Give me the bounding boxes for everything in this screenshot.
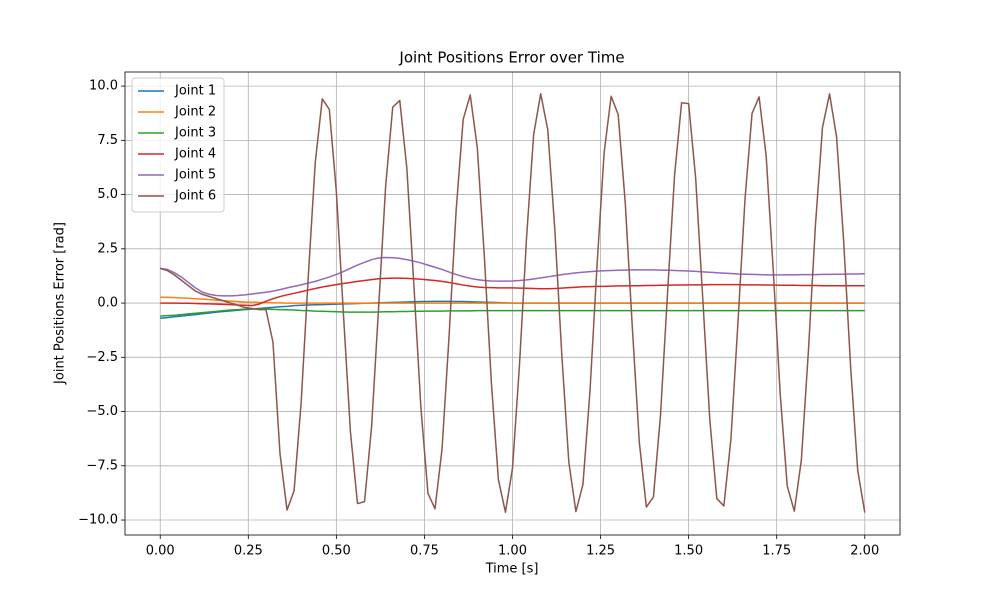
legend-label: Joint 4 (174, 147, 216, 162)
x-axis-label: Time [s] (485, 562, 539, 577)
x-tick-label: 1.00 (498, 544, 527, 559)
legend: Joint 1 Joint 2 Joint 3 Joint 4 Joint 5 Joint… (131, 77, 225, 213)
x-tick-label: 1.50 (674, 544, 703, 559)
y-tick-label: −7.5 (86, 458, 118, 473)
y-tick-label: −2.5 (86, 350, 118, 365)
x-tick-label: 0.00 (146, 544, 175, 559)
y-tick-label: 0.0 (97, 296, 118, 311)
legend-label: Joint 2 (174, 105, 216, 120)
chart-title: Joint Positions Error over Time (398, 49, 624, 67)
series-line (160, 296, 865, 304)
x-tick-label: 1.25 (586, 544, 615, 559)
x-tick-label: 1.75 (762, 544, 791, 559)
y-tick-label: 10.0 (89, 79, 118, 94)
legend-label: Joint 3 (174, 126, 216, 141)
series-line (160, 256, 865, 297)
series-line (160, 92, 866, 513)
x-tick-label: 2.00 (850, 544, 879, 559)
y-axis-label: Joint Positions Error [rad] (53, 222, 68, 385)
x-tick-label: 0.25 (234, 544, 263, 559)
y-tick-label: 7.5 (97, 133, 118, 148)
x-tick-label: 0.50 (322, 544, 351, 559)
series-line (160, 308, 865, 317)
series-line (160, 277, 865, 307)
x-tick-label: 0.75 (410, 544, 439, 559)
legend-label: Joint 6 (174, 189, 216, 204)
y-tick-label: 2.5 (97, 241, 118, 256)
y-tick-label: −5.0 (86, 404, 118, 419)
y-tick-label: −10.0 (78, 513, 118, 528)
plot-frame (124, 71, 901, 536)
legend-label: Joint 1 (174, 84, 216, 99)
legend-label: Joint 5 (174, 168, 216, 183)
y-tick-label: 5.0 (97, 187, 118, 202)
